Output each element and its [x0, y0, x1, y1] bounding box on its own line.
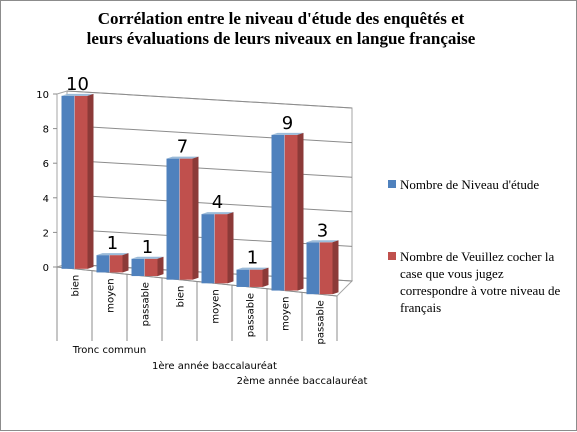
bar-7-side — [332, 240, 339, 295]
group-label-0: Tronc commun — [72, 345, 146, 356]
data-label-4: 4 — [212, 192, 223, 213]
y-tick-label: 10 — [36, 90, 49, 101]
category-label-1: moyen — [106, 278, 117, 312]
group-label-1: 1ère année baccalauréat — [152, 360, 277, 372]
bar-1-top — [96, 253, 129, 256]
bar-2-top — [131, 256, 164, 259]
bar-3-series-2 — [179, 158, 193, 280]
bar-1-series-2 — [109, 255, 123, 273]
data-label-1: 1 — [107, 233, 118, 254]
bar-3-series-1 — [166, 158, 180, 280]
y-tick-label: 6 — [43, 159, 49, 170]
data-label-2: 1 — [142, 237, 153, 258]
bar-2-side — [157, 256, 164, 277]
y-tick-label: 0 — [43, 263, 49, 274]
bar-6-top — [271, 132, 304, 135]
bar-6-series-1 — [271, 134, 285, 291]
data-label-0: 10 — [66, 74, 89, 95]
group-label-2: 2ème année baccalauréat — [237, 375, 368, 387]
category-label-4: moyen — [211, 289, 222, 323]
category-label-7: passable — [316, 300, 327, 344]
bar-6-side — [297, 132, 304, 291]
bar-1-series-1 — [96, 255, 110, 273]
category-label-2: passable — [141, 282, 152, 326]
gridline — [66, 90, 353, 109]
bar-0-side — [87, 93, 94, 269]
bar-0-series-2 — [74, 95, 88, 269]
legend-label-series-2: Nombre de Veuillez cocher la case que vo… — [400, 249, 561, 315]
bar-5-series-1 — [236, 269, 250, 287]
legend-label-series-1: Nombre de Niveau d'étude — [400, 177, 540, 192]
y-tick-label: 8 — [43, 125, 49, 136]
legend-swatch-series-2 — [388, 252, 396, 260]
bar-5-side — [262, 267, 269, 287]
chart-title: Corrélation entre le niveau d'étude des … — [31, 9, 531, 49]
bar-5-series-2 — [249, 269, 263, 287]
gridline — [66, 159, 353, 178]
bar-4-side — [227, 212, 234, 284]
data-label-3: 7 — [177, 137, 188, 158]
bar-5-top — [236, 267, 269, 270]
bar-1-side — [122, 253, 129, 273]
category-label-5: passable — [246, 293, 257, 337]
bar-7-top — [306, 240, 339, 243]
chart-title-line-1: Corrélation entre le niveau d'étude des … — [97, 9, 465, 28]
bar-0-top — [61, 93, 94, 96]
data-label-7: 3 — [317, 220, 328, 241]
category-label-3: bien — [176, 286, 187, 308]
bar-3-side — [192, 156, 199, 280]
bar-7-series-2 — [319, 242, 333, 295]
gridline — [66, 194, 353, 213]
data-label-5: 1 — [247, 248, 258, 269]
bar-3-top — [166, 156, 199, 159]
bar-4-series-2 — [214, 214, 228, 284]
gridline — [66, 125, 353, 144]
legend-swatch-series-1 — [388, 180, 396, 188]
category-label-6: moyen — [281, 297, 292, 331]
bar-4-series-1 — [201, 214, 215, 284]
bar-7-series-1 — [306, 242, 320, 295]
bar-2-series-2 — [144, 258, 158, 277]
chart-title-line-2: leurs évaluations de leurs niveaux en la… — [86, 29, 476, 48]
y-tick-label: 4 — [43, 194, 49, 205]
bar-6-series-2 — [284, 134, 298, 291]
category-label-0: bien — [71, 275, 82, 297]
data-label-6: 9 — [282, 113, 293, 134]
y-tick-label: 2 — [43, 228, 49, 239]
bar-0-series-1 — [61, 95, 75, 269]
bar-2-series-1 — [131, 258, 145, 277]
bar-4-top — [201, 212, 234, 215]
